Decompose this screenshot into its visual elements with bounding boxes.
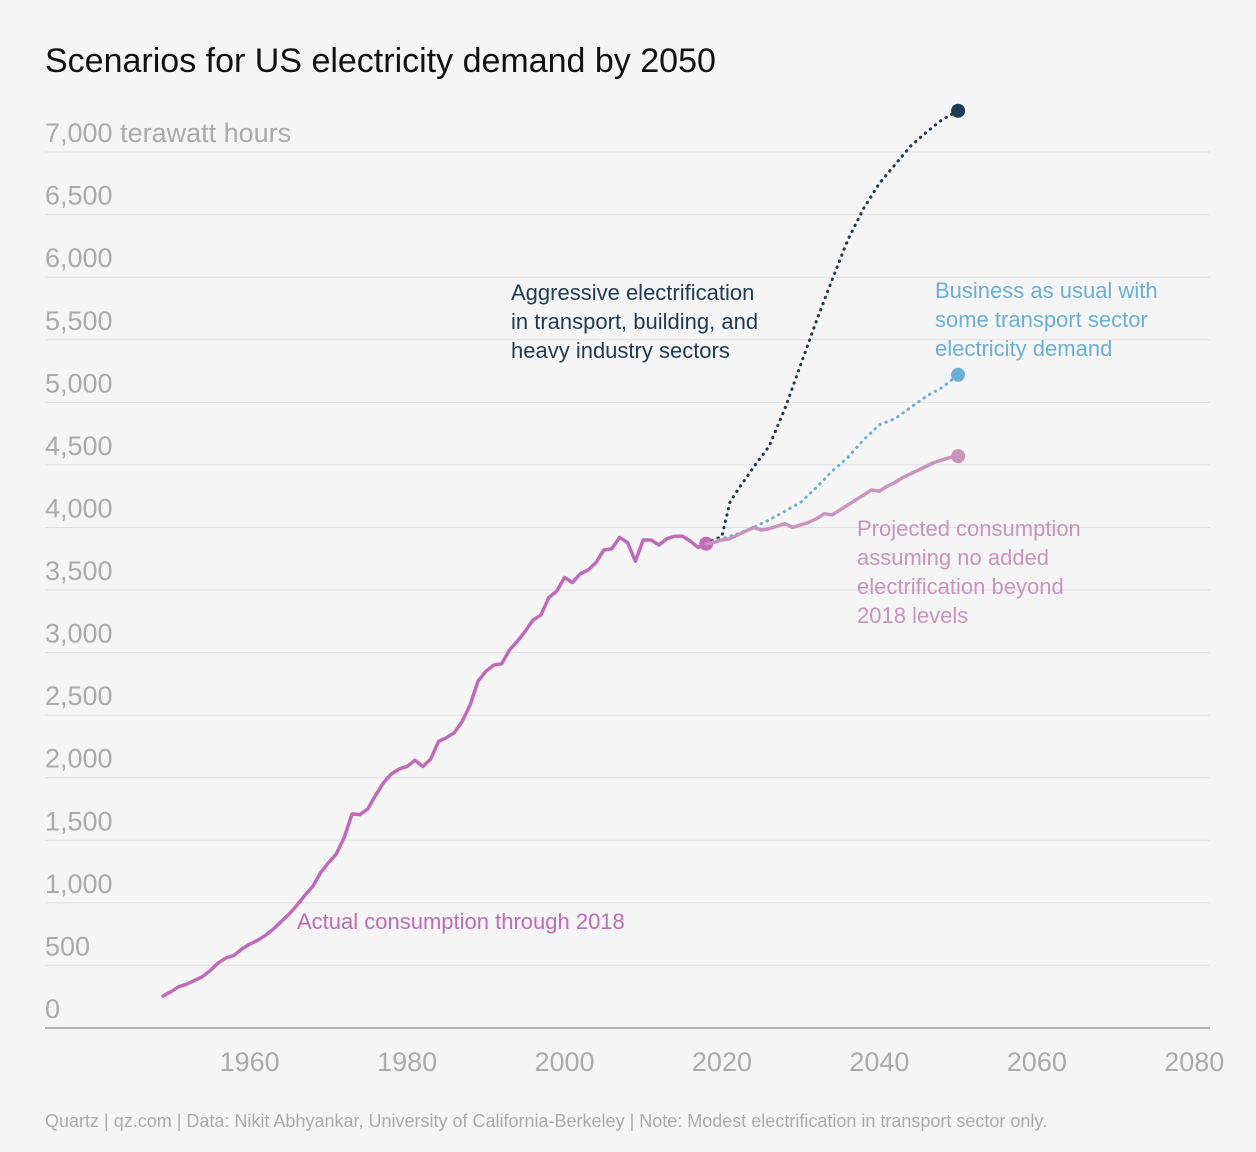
source-note: Quartz | qz.com | Data: Nikit Abhyankar,…	[45, 1111, 1047, 1131]
y-tick-label: 1,500	[45, 806, 113, 836]
y-tick-label: 2,500	[45, 681, 113, 711]
series-line	[704, 109, 960, 546]
series-label: Aggressive electrification in transport, …	[511, 280, 758, 363]
x-tick-label: 1980	[377, 1047, 437, 1077]
y-tick-label: 3,500	[45, 556, 113, 586]
series-label-line: heavy industry sectors	[511, 338, 730, 363]
series-label-line: Business as usual with	[935, 278, 1158, 303]
series-label-line: Actual consumption through 2018	[297, 909, 625, 934]
y-tick-label: 5,000	[45, 368, 113, 398]
y-tick-label: 6,500	[45, 181, 113, 211]
end-marker	[951, 367, 966, 382]
y-tick-label: 0	[45, 994, 60, 1024]
series-label-line: electrification beyond	[857, 574, 1064, 599]
y-tick-label: 4,000	[45, 493, 113, 523]
series-label-line: Aggressive electrification	[511, 280, 754, 305]
series-label-line: in transport, building, and	[511, 309, 758, 334]
y-tick-label: 4,500	[45, 431, 113, 461]
series-label-line: 2018 levels	[857, 603, 968, 628]
series-label-line: some transport sector	[935, 307, 1148, 332]
y-tick-label: 5,500	[45, 306, 113, 336]
x-tick-label: 1960	[220, 1047, 280, 1077]
x-tick-label: 2040	[849, 1047, 909, 1077]
x-tick-label: 2060	[1007, 1047, 1067, 1077]
chart-title: Scenarios for US electricity demand by 2…	[45, 42, 716, 80]
x-tick-label: 2000	[534, 1047, 594, 1077]
y-tick-label: 7,000 terawatt hours	[45, 118, 291, 148]
series-label-line: Projected consumption	[857, 516, 1081, 541]
end-marker	[951, 449, 966, 464]
series-line	[704, 454, 960, 546]
y-tick-label: 500	[45, 931, 90, 961]
end-marker	[951, 103, 966, 118]
x-tick-label: 2080	[1164, 1047, 1224, 1077]
series-label: Actual consumption through 2018	[297, 909, 625, 934]
series-line	[161, 534, 708, 998]
series-label-line: assuming no added	[857, 545, 1049, 570]
y-tick-label: 2,000	[45, 744, 113, 774]
x-tick-label: 2020	[692, 1047, 752, 1077]
y-tick-label: 1,000	[45, 869, 113, 899]
y-tick-label: 6,000	[45, 243, 113, 273]
series-label-line: electricity demand	[935, 336, 1112, 361]
series-label: Projected consumption assuming no added el…	[857, 516, 1081, 628]
y-tick-label: 3,000	[45, 619, 113, 649]
series-label: Business as usual with some transport sec…	[935, 278, 1158, 361]
